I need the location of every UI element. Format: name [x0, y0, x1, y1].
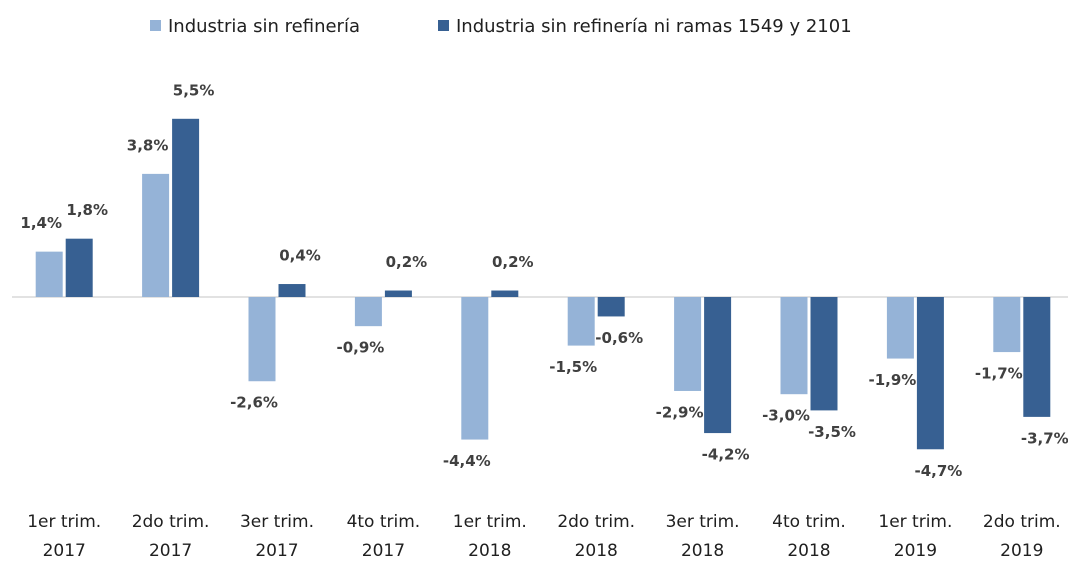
bar	[597, 297, 625, 317]
bar	[354, 297, 382, 327]
value-label: -1,7%	[975, 365, 1023, 383]
value-label: 0,2%	[386, 253, 428, 271]
bar	[491, 290, 519, 297]
legend-label: Industria sin refinería ni ramas 1549 y …	[456, 16, 852, 37]
bar	[65, 238, 93, 297]
value-label: 3,8%	[127, 136, 169, 154]
bar	[886, 297, 914, 359]
value-label: -1,5%	[549, 358, 597, 376]
bar	[780, 297, 808, 395]
value-label: -1,9%	[868, 371, 916, 389]
value-label: 0,2%	[492, 253, 534, 271]
x-tick-label: 2018	[575, 541, 618, 561]
value-label: -3,7%	[1021, 429, 1068, 447]
bar	[248, 297, 276, 382]
legend-swatch	[438, 20, 449, 31]
bar	[35, 251, 63, 297]
value-label: -2,6%	[230, 394, 278, 412]
bar	[916, 297, 944, 450]
bar	[1023, 297, 1051, 417]
x-tick-label: 2018	[787, 541, 830, 561]
value-label: -3,5%	[808, 423, 856, 441]
value-label: -0,6%	[595, 329, 643, 347]
x-tick-label: 2017	[255, 541, 298, 561]
x-tick-label: 4to trim.	[772, 512, 846, 532]
bar	[461, 297, 489, 440]
x-tick-label: 2019	[1000, 541, 1043, 561]
value-label: 1,4%	[20, 214, 62, 232]
x-tick-label: 3er trim.	[666, 512, 740, 532]
x-tick-label: 1er trim.	[878, 512, 952, 532]
value-label: -2,9%	[656, 403, 704, 421]
value-label: 0,4%	[279, 247, 321, 265]
legend-swatch	[150, 20, 161, 31]
x-tick-label: 2017	[362, 541, 405, 561]
x-tick-label: 1er trim.	[453, 512, 527, 532]
bar	[993, 297, 1021, 353]
value-label: 1,8%	[66, 201, 108, 219]
x-tick-label: 2017	[43, 541, 86, 561]
x-tick-label: 4to trim.	[347, 512, 421, 532]
value-label: 5,5%	[173, 81, 215, 99]
bar	[278, 284, 306, 297]
value-label: -3,0%	[762, 407, 810, 425]
x-tick-label: 2do trim.	[132, 512, 210, 532]
value-label: -0,9%	[336, 339, 384, 357]
bar	[674, 297, 702, 391]
legend-label: Industria sin refinería	[168, 16, 360, 37]
bar	[172, 118, 200, 297]
x-tick-label: 3er trim.	[240, 512, 314, 532]
bar	[567, 297, 595, 346]
x-tick-label: 2do trim.	[983, 512, 1061, 532]
value-label: -4,2%	[702, 446, 750, 464]
x-tick-label: 2do trim.	[557, 512, 635, 532]
bar	[142, 173, 170, 297]
x-tick-label: 2017	[149, 541, 192, 561]
bar	[384, 290, 412, 297]
x-tick-label: 2018	[468, 541, 511, 561]
x-tick-label: 2018	[681, 541, 724, 561]
x-tick-label: 2019	[894, 541, 937, 561]
bar	[810, 297, 838, 411]
bar	[704, 297, 732, 434]
value-label: -4,4%	[443, 452, 491, 470]
x-tick-label: 1er trim.	[27, 512, 101, 532]
value-label: -4,7%	[914, 462, 962, 480]
